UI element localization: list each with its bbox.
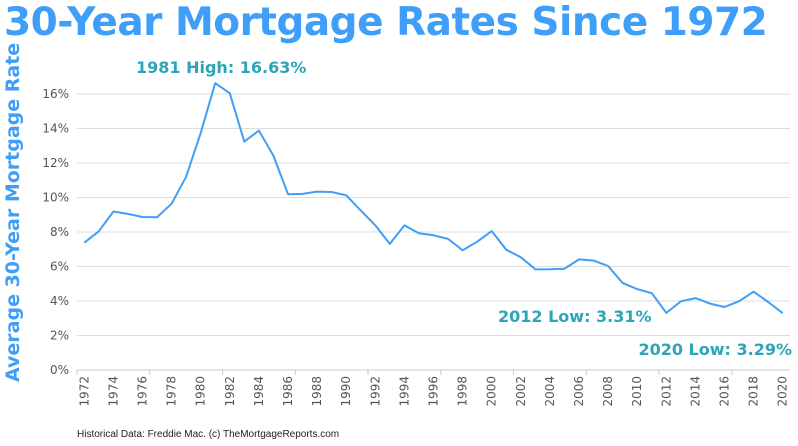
x-tick-label: 2006 <box>572 376 586 407</box>
x-tick-label: 1978 <box>165 376 179 407</box>
x-tick-label: 2014 <box>688 376 702 407</box>
x-tick-label: 1984 <box>252 376 266 407</box>
x-tick-label: 2020 <box>776 376 790 407</box>
y-tick-label: 16% <box>42 87 69 101</box>
x-tick-label: 1988 <box>310 376 324 407</box>
annotation-1981-high: 1981 High: 16.63% <box>136 58 307 77</box>
x-tick-label: 2012 <box>659 376 673 407</box>
x-tick-label: 2002 <box>514 376 528 407</box>
x-tick-label: 1972 <box>77 376 91 407</box>
x-tick-label: 1998 <box>456 376 470 407</box>
y-tick-label: 2% <box>50 329 69 343</box>
footer-source: Historical Data: Freddie Mac. (c) TheMor… <box>77 429 340 440</box>
x-tick-label: 2016 <box>718 376 732 407</box>
x-tick-label: 2010 <box>630 376 644 407</box>
x-tick-label: 1994 <box>397 376 411 407</box>
x-tick-label: 2004 <box>543 376 557 407</box>
x-tick-label: 1990 <box>339 376 353 407</box>
x-tick-label: 1980 <box>194 376 208 407</box>
x-tick-label: 1976 <box>135 376 149 407</box>
y-tick-label: 14% <box>42 122 69 136</box>
x-tick-label: 1986 <box>281 376 295 407</box>
series-line <box>83 82 784 314</box>
y-tick-label: 8% <box>50 225 69 239</box>
x-tick-label: 1992 <box>368 376 382 407</box>
x-tick-label: 1996 <box>427 376 441 407</box>
y-tick-label: 12% <box>42 156 69 170</box>
y-tick-label: 10% <box>42 191 69 205</box>
x-tick-label: 1974 <box>106 376 120 407</box>
y-tick-label: 0% <box>50 363 69 377</box>
annotation-2012-low: 2012 Low: 3.31% <box>498 307 652 326</box>
y-tick-label: 4% <box>50 294 69 308</box>
x-tick-label: 1982 <box>223 376 237 407</box>
y-tick-label: 6% <box>50 260 69 274</box>
x-tick-label: 2018 <box>747 376 761 407</box>
annotation-2020-low: 2020 Low: 3.29% <box>638 340 792 359</box>
x-tick-label: 2000 <box>485 376 499 407</box>
x-tick-label: 2008 <box>601 376 615 407</box>
chart-title: 30-Year Mortgage Rates Since 1972 <box>4 0 768 45</box>
